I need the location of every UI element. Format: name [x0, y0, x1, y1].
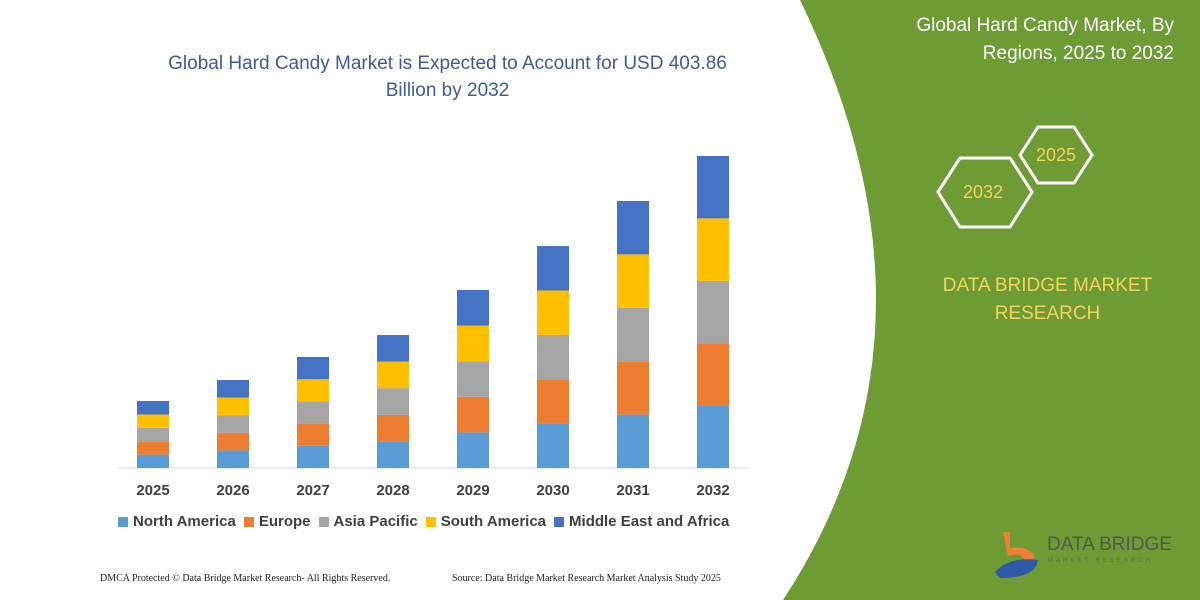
bar-segment-2032-0 — [697, 405, 729, 468]
x-tick-label: 2025 — [136, 482, 170, 499]
logo-subtext: MARKET RESEARCH — [1048, 558, 1153, 564]
footer-copyright: DMCA Protected © Data Bridge Market Rese… — [100, 573, 391, 584]
bar-segment-2030-2 — [537, 334, 569, 380]
legend-swatch — [554, 516, 565, 527]
bar-segment-2031-3 — [617, 254, 649, 308]
legend-label: Middle East and Africa — [569, 513, 730, 530]
bar-segment-2028-2 — [377, 388, 409, 415]
brand-text: DATA BRIDGE MARKET RESEARCH — [942, 275, 1153, 324]
bars — [137, 155, 729, 468]
legend-item: South America — [425, 513, 547, 530]
bar-segment-2031-0 — [617, 414, 649, 468]
bar-segment-2027-3 — [297, 379, 329, 402]
bar-segment-2028-4 — [377, 335, 409, 362]
hex-label-2025: 2025 — [1036, 145, 1077, 165]
legend: North America Europe Asia Pacific South Ame… — [118, 513, 729, 530]
bar-segment-2032-1 — [697, 343, 729, 406]
logo-text: DATA BRIDGE — [1047, 534, 1172, 555]
legend-item: Middle East and Africa — [554, 513, 729, 530]
bar-segment-2028-1 — [377, 414, 409, 442]
legend-item: Europe — [243, 513, 311, 530]
legend-label: Asia Pacific — [333, 513, 418, 530]
bar-segment-2027-1 — [297, 423, 329, 446]
legend-label: South America — [440, 513, 547, 530]
legend-swatch — [425, 516, 436, 527]
legend-swatch — [318, 516, 329, 527]
bar-segment-2027-4 — [297, 356, 329, 380]
legend-label: North America — [133, 513, 236, 530]
bar-segment-2025-2 — [137, 427, 169, 442]
bar-segment-2026-0 — [217, 450, 249, 468]
bar-segment-2031-2 — [617, 307, 649, 362]
x-tick-label: 2032 — [696, 482, 730, 499]
bar-segment-2030-0 — [537, 423, 569, 468]
bar-segment-2027-2 — [297, 401, 329, 424]
bar-segment-2031-4 — [617, 201, 649, 255]
bar-segment-2029-3 — [457, 325, 489, 362]
x-tick-label: 2026 — [216, 482, 250, 499]
bar-segment-2025-1 — [137, 441, 169, 455]
bar-segment-2029-4 — [457, 290, 489, 326]
bar-segment-2030-4 — [537, 246, 569, 291]
bar-segment-2028-3 — [377, 361, 409, 389]
bar-segment-2031-1 — [617, 361, 649, 415]
footer-source: Source: Data Bridge Market Research Mark… — [452, 573, 721, 584]
green-panel — [783, 0, 1200, 600]
bar-segment-2025-0 — [137, 454, 169, 468]
legend-swatch — [243, 516, 254, 527]
bar-segment-2030-3 — [537, 290, 569, 335]
hexagon-2032 — [936, 156, 1034, 229]
bar-segment-2032-2 — [697, 280, 729, 344]
x-tick-label: 2029 — [456, 482, 490, 499]
x-tick-label: 2028 — [376, 482, 410, 499]
bar-segment-2027-0 — [297, 445, 329, 468]
bar-segment-2029-0 — [457, 432, 489, 468]
bar-segment-2029-1 — [457, 396, 489, 433]
x-tick-label: 2031 — [616, 482, 650, 499]
x-tick-label: 2027 — [296, 482, 330, 499]
bar-segment-2026-2 — [217, 415, 249, 433]
chart-title: Global Hard Candy Market is Expected to … — [168, 53, 727, 101]
legend-swatch — [118, 516, 128, 527]
bar-segment-2032-3 — [697, 218, 729, 281]
legend-item: Asia Pacific — [318, 513, 418, 530]
bar-segment-2029-2 — [457, 361, 489, 397]
bar-segment-2025-4 — [137, 401, 169, 415]
panel-title: Global Hard Candy Market, By Regions, 20… — [916, 15, 1174, 64]
hexagon-2025 — [1018, 125, 1094, 185]
bar-segment-2028-0 — [377, 441, 409, 468]
bar-segment-2026-3 — [217, 397, 249, 416]
bar-segment-2026-1 — [217, 432, 249, 451]
x-tick-label: 2030 — [536, 482, 570, 499]
bar-segment-2030-1 — [537, 379, 569, 424]
bar-segment-2032-4 — [697, 155, 729, 219]
logo-icon — [995, 532, 1038, 578]
hex-label-2032: 2032 — [963, 182, 1004, 202]
bar-segment-2026-4 — [217, 380, 249, 398]
bar-segment-2025-3 — [137, 414, 169, 428]
legend-item: North America — [118, 513, 236, 530]
legend-label: Europe — [258, 513, 311, 530]
